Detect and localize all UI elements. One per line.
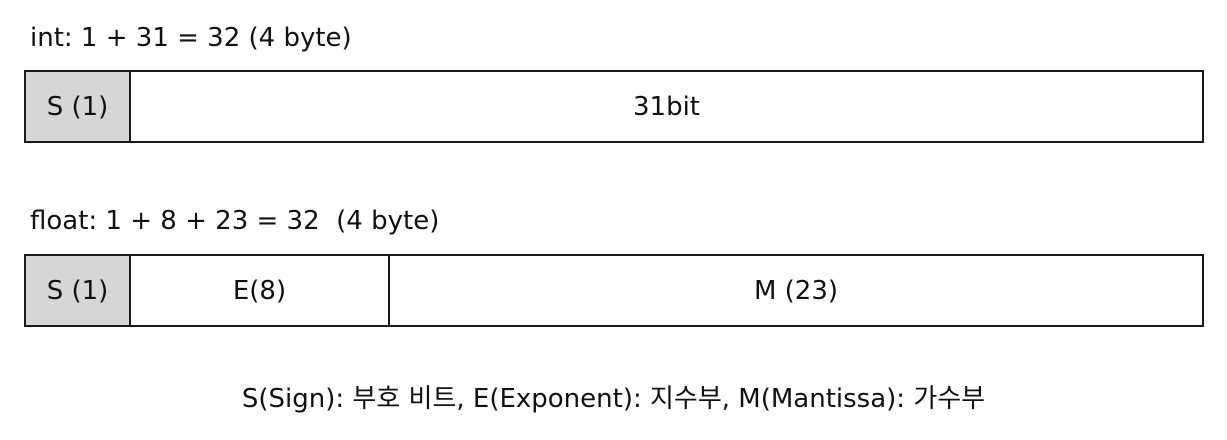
float-bit-layout: S (1) E(8) M (23) [24, 254, 1204, 327]
int-layout-title: int: 1 + 31 = 32 (4 byte) [30, 23, 352, 53]
legend-text: S(Sign): 부호 비트, E(Exponent): 지수부, M(Mant… [241, 384, 986, 414]
int-sign-bit-cell: S (1) [26, 72, 129, 141]
float-exponent-cell: E(8) [129, 256, 388, 325]
int-value-bits-cell: 31bit [129, 72, 1202, 141]
float-sign-bit-cell: S (1) [26, 256, 129, 325]
int-bit-layout: S (1) 31bit [24, 70, 1204, 143]
float-mantissa-cell: M (23) [388, 256, 1202, 325]
float-layout-title: float: 1 + 8 + 23 = 32 (4 byte) [30, 206, 440, 236]
